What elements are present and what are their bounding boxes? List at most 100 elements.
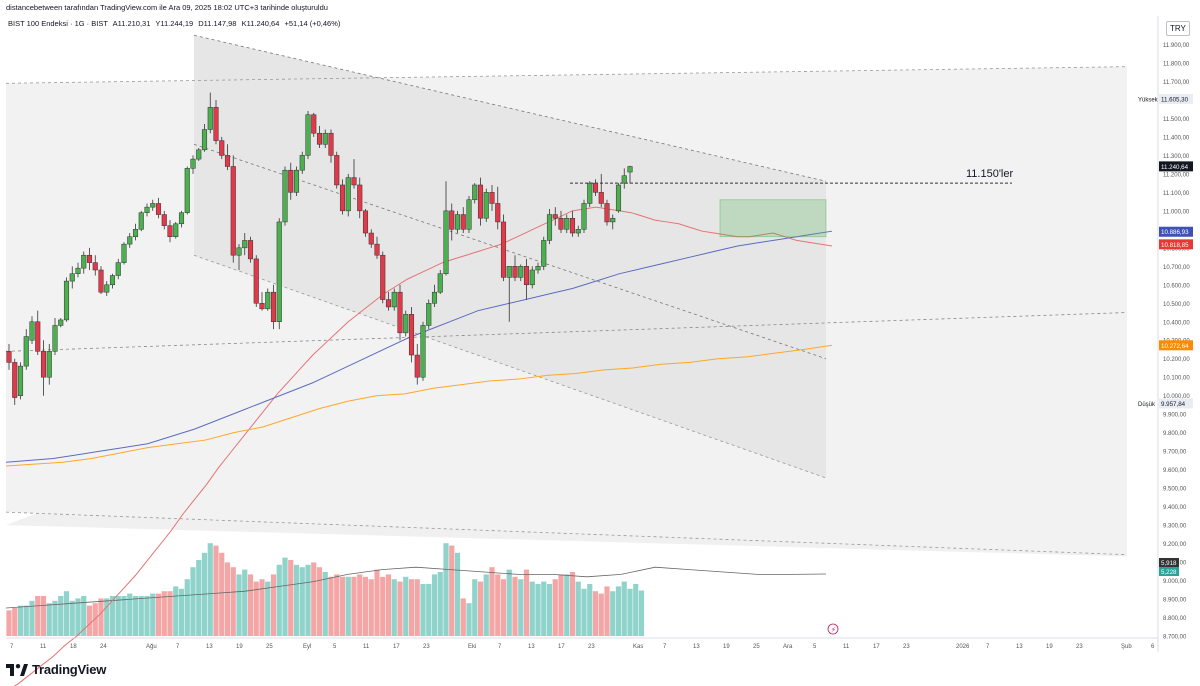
candle-body <box>201 129 208 151</box>
volume-bar <box>293 564 300 636</box>
candle-body <box>403 314 409 334</box>
volume-bar <box>443 543 449 636</box>
candle-body <box>334 155 340 186</box>
candle-body <box>621 175 627 184</box>
candle-body <box>293 169 300 193</box>
channel-top-line <box>5 66 1128 84</box>
volume-bar <box>247 574 254 636</box>
volume-bar <box>144 596 150 636</box>
wedge-top-line <box>193 34 827 182</box>
volume-bar <box>29 600 35 636</box>
x-tick-label: Kas <box>633 644 643 650</box>
volume-bar <box>627 588 633 636</box>
y-tick-label: 11.100,00 <box>1163 191 1190 197</box>
candle-body <box>529 269 535 286</box>
x-tick-label: 7 <box>10 644 14 650</box>
ma-red-line <box>13 206 833 686</box>
candle-body <box>161 214 167 226</box>
lightning-icon <box>827 623 839 635</box>
candle-body <box>35 321 41 352</box>
x-tick-label: 17 <box>558 644 565 650</box>
candle-body <box>144 206 150 213</box>
x-tick-label: 25 <box>266 644 273 650</box>
wedge-bottom-line <box>193 254 827 479</box>
wedge-fill <box>194 35 826 478</box>
volume-bar <box>236 574 242 636</box>
ma-orange-line <box>5 344 833 467</box>
x-tick-label: 18 <box>70 644 77 650</box>
price-label-Yüksek: 11.605,30 <box>1161 96 1189 103</box>
candle-body <box>17 365 24 396</box>
candle-body <box>270 291 277 323</box>
candle-body <box>575 229 581 234</box>
volume-bar <box>316 567 323 636</box>
tradingview-logo-icon <box>6 663 28 676</box>
volume-bar <box>242 569 248 636</box>
volume-bar <box>86 605 93 636</box>
volume-bar <box>213 545 219 636</box>
candle-body <box>224 155 231 167</box>
volume-bar <box>506 569 512 636</box>
volume-bar <box>431 574 438 636</box>
candle-body <box>581 203 587 230</box>
volume-bar <box>58 596 64 636</box>
volume-bar <box>564 574 570 636</box>
x-tick-label: Ağu <box>146 644 157 650</box>
volume-bar <box>483 574 489 636</box>
price-label-bg <box>1159 93 1193 104</box>
tradingview-logo: TradingView <box>6 662 106 677</box>
volume-bar <box>362 576 369 636</box>
x-tick-label: 23 <box>1076 644 1083 650</box>
candle-body <box>627 166 633 173</box>
volume-bar <box>334 574 340 636</box>
currency-button[interactable]: TRY <box>1166 21 1190 36</box>
candle-body <box>431 291 438 304</box>
candle-body <box>443 210 449 274</box>
x-tick-label: 13 <box>693 644 700 650</box>
volume-bar <box>374 569 380 636</box>
volume-bar <box>121 596 127 636</box>
volume-bar <box>299 567 305 636</box>
volume-bar <box>138 596 144 636</box>
symbol-name[interactable]: BIST 100 Endeksi · 1G · BIST <box>8 19 108 28</box>
volume-bar <box>512 576 518 636</box>
y-tick-label: 8.800,00 <box>1163 616 1187 622</box>
volume-bar <box>397 581 403 636</box>
candle-body <box>495 203 501 223</box>
volume-bar <box>196 560 202 636</box>
candle-body <box>558 217 564 230</box>
volume-bar <box>173 586 179 636</box>
y-tick-label: 8.700,00 <box>1163 635 1187 641</box>
candle-body <box>523 266 530 286</box>
volume-bar <box>581 588 587 636</box>
candle-body <box>150 203 156 208</box>
volume-bar <box>190 567 196 636</box>
x-tick-label: 17 <box>393 644 400 650</box>
candle-body <box>127 236 133 245</box>
volume-label-bg <box>1159 558 1179 567</box>
volume-bar <box>546 584 553 636</box>
candle-body <box>311 114 317 134</box>
candle-body <box>40 351 47 378</box>
volume-bar <box>575 581 581 636</box>
candle-body <box>615 184 622 212</box>
volume-bar <box>592 591 599 636</box>
x-tick-label: 19 <box>1046 644 1053 650</box>
candle-body <box>466 199 472 230</box>
candle-body <box>81 254 87 269</box>
candle-body <box>380 254 386 300</box>
y-tick-label: 10.700,00 <box>1163 265 1190 271</box>
volume-bar <box>621 581 627 636</box>
candle-body <box>213 107 219 141</box>
volume-bar <box>35 596 41 636</box>
volume-bar <box>472 579 478 636</box>
candle-body <box>92 262 98 271</box>
price-label-name: Düşük <box>1138 402 1156 408</box>
channel-bottom-line <box>5 511 1128 556</box>
lightning-icon-glyph: ⚡ <box>831 626 836 634</box>
price-label-bg <box>1159 226 1193 237</box>
ma-blue-line <box>5 230 833 463</box>
volume-bar <box>495 574 501 636</box>
volume-label-vol: 5,228 <box>1161 569 1177 576</box>
